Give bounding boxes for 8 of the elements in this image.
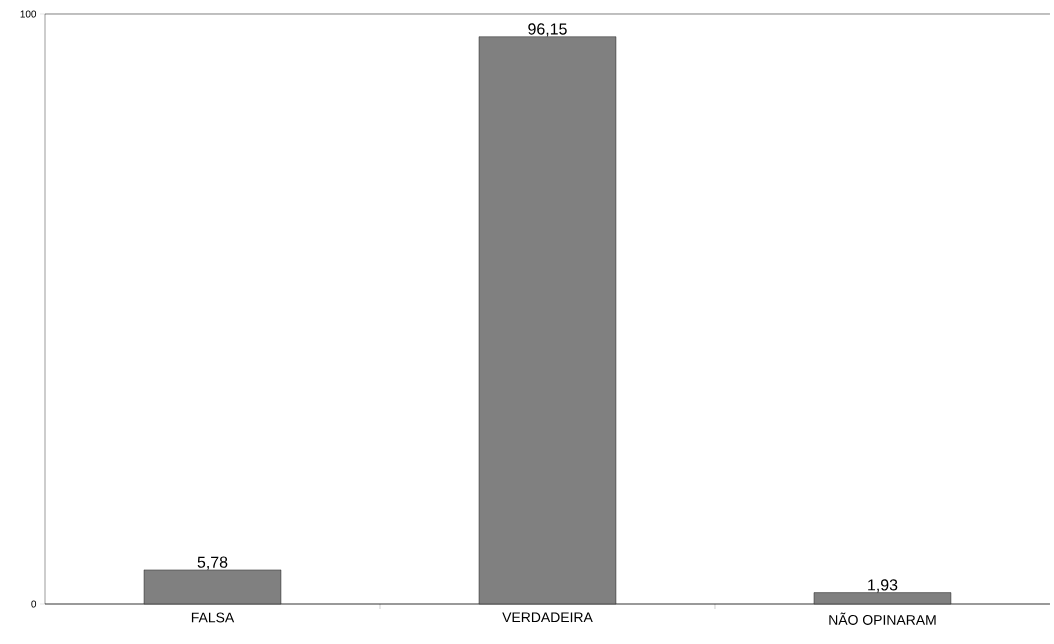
y-tick-label: 0	[31, 600, 37, 608]
data-label: 96,15	[528, 23, 567, 37]
data-label: 5,78	[197, 556, 228, 570]
x-tick-label: VERDADEIRA	[502, 612, 593, 623]
y-tick-label: 100	[20, 10, 37, 18]
data-label: 1,93	[868, 579, 898, 593]
x-tick-label: FALSA	[191, 612, 235, 623]
x-tick-label: NÃO OPINARAM	[829, 612, 936, 625]
